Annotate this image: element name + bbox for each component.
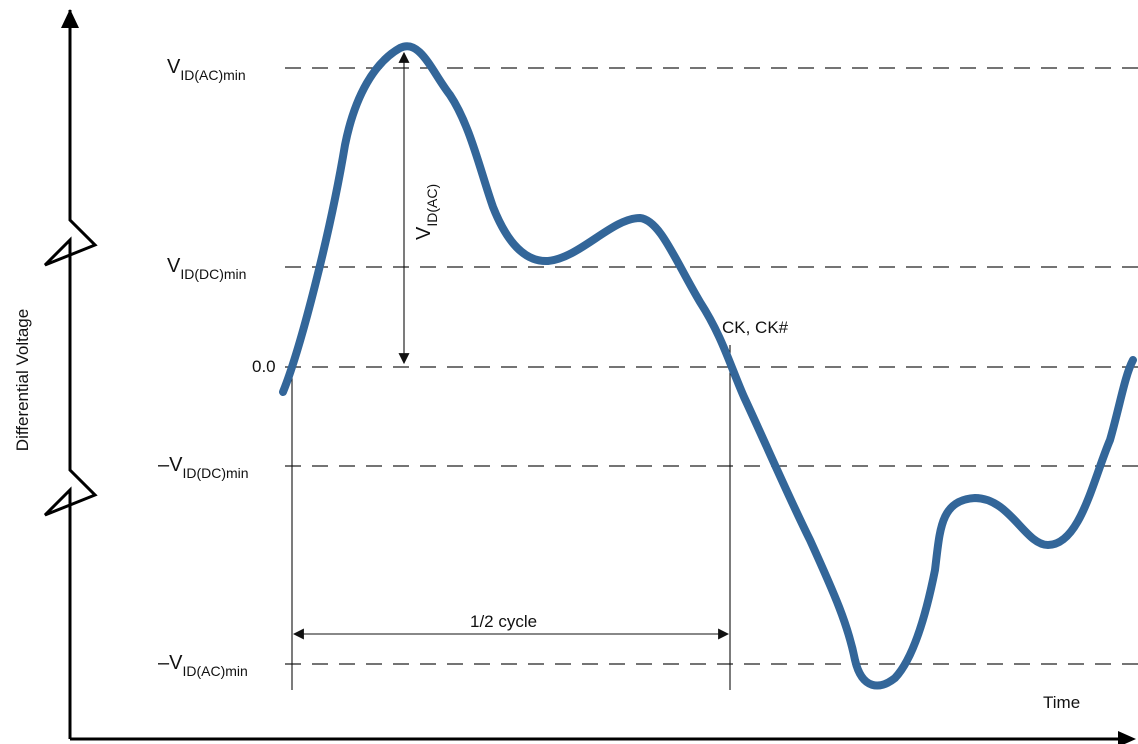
ck-label: CK, CK# — [722, 318, 789, 337]
vid-ac-label: VID(AC) — [413, 184, 440, 240]
y-axis — [43, 10, 98, 739]
vac-min-label: –VID(AC)min — [158, 652, 248, 679]
zero-label: 0.0 — [252, 357, 276, 376]
vdc-max-label: VID(DC)min — [167, 255, 246, 282]
x-axis-arrowhead — [1118, 731, 1136, 744]
half-cycle-label: 1/2 cycle — [470, 612, 537, 631]
y-axis-arrowhead — [61, 9, 79, 28]
vdc-min-label: –VID(DC)min — [158, 454, 249, 481]
vac-max-label: VID(AC)min — [167, 56, 246, 83]
x-axis-label: Time — [1043, 693, 1080, 712]
y-axis-label: Differential Voltage — [13, 309, 32, 451]
differential-waveform — [279, 42, 1137, 690]
